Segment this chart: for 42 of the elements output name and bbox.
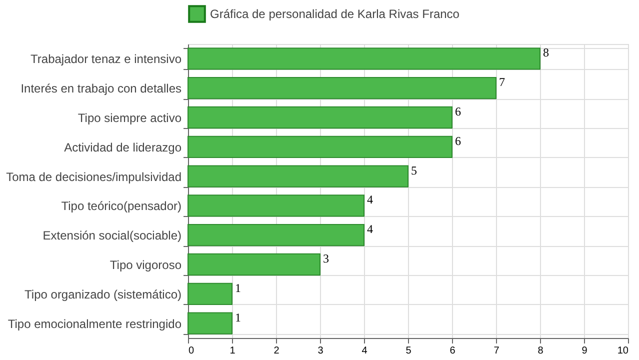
y-tick-label: Extensión social(sociable) bbox=[42, 228, 182, 243]
y-tick-label: Trabajador tenaz e intensivo bbox=[30, 52, 182, 66]
bar bbox=[188, 224, 364, 246]
bar bbox=[188, 165, 408, 188]
bar bbox=[188, 312, 232, 334]
data-label: 4 bbox=[367, 192, 373, 207]
data-label: 8 bbox=[543, 46, 549, 60]
data-label: 1 bbox=[235, 310, 241, 324]
data-label: 7 bbox=[499, 75, 505, 90]
x-tick-label: 3 bbox=[318, 346, 324, 356]
bar bbox=[188, 194, 364, 217]
data-label: 6 bbox=[455, 134, 461, 148]
y-tick-label: Tipo vigoroso bbox=[110, 258, 182, 272]
y-tick-label: Tipo siempre activo bbox=[78, 111, 182, 125]
y-tick-label: Actividad de liderazgo bbox=[64, 140, 182, 154]
x-tick-label: 2 bbox=[274, 346, 280, 356]
x-tick-label: 4 bbox=[362, 346, 368, 356]
bar bbox=[188, 48, 540, 70]
x-tick-label: 10 bbox=[617, 346, 629, 356]
x-tick-label: 7 bbox=[494, 346, 500, 356]
x-tick-label: 5 bbox=[406, 346, 412, 356]
bar bbox=[188, 77, 496, 100]
y-tick-label: Tipo emocionalmente restringido bbox=[8, 316, 182, 331]
y-tick-label: Tipo organizado (sistemático) bbox=[24, 287, 182, 302]
data-label: 4 bbox=[367, 222, 373, 236]
y-tick-label: Tipo teórico(pensador) bbox=[61, 199, 182, 214]
legend-label: Gráfica de personalidad de Karla Rivas Franco bbox=[210, 7, 460, 21]
bar bbox=[188, 136, 452, 158]
data-label: 3 bbox=[323, 252, 329, 266]
bar bbox=[188, 106, 452, 129]
x-tick-label: 0 bbox=[188, 346, 194, 356]
bar bbox=[188, 282, 232, 305]
bar bbox=[188, 253, 320, 276]
data-label: 6 bbox=[455, 104, 461, 118]
x-tick-label: 1 bbox=[230, 346, 236, 356]
x-tick-label: 9 bbox=[582, 346, 588, 356]
y-tick-label: Interés en trabajo con detalles bbox=[20, 82, 182, 96]
data-label: 1 bbox=[235, 280, 241, 295]
y-tick-label: Toma de decisiones/impulsividad bbox=[6, 170, 182, 184]
x-tick-label: 8 bbox=[538, 346, 544, 356]
x-tick-label: 6 bbox=[450, 346, 456, 356]
data-label: 5 bbox=[411, 163, 417, 178]
